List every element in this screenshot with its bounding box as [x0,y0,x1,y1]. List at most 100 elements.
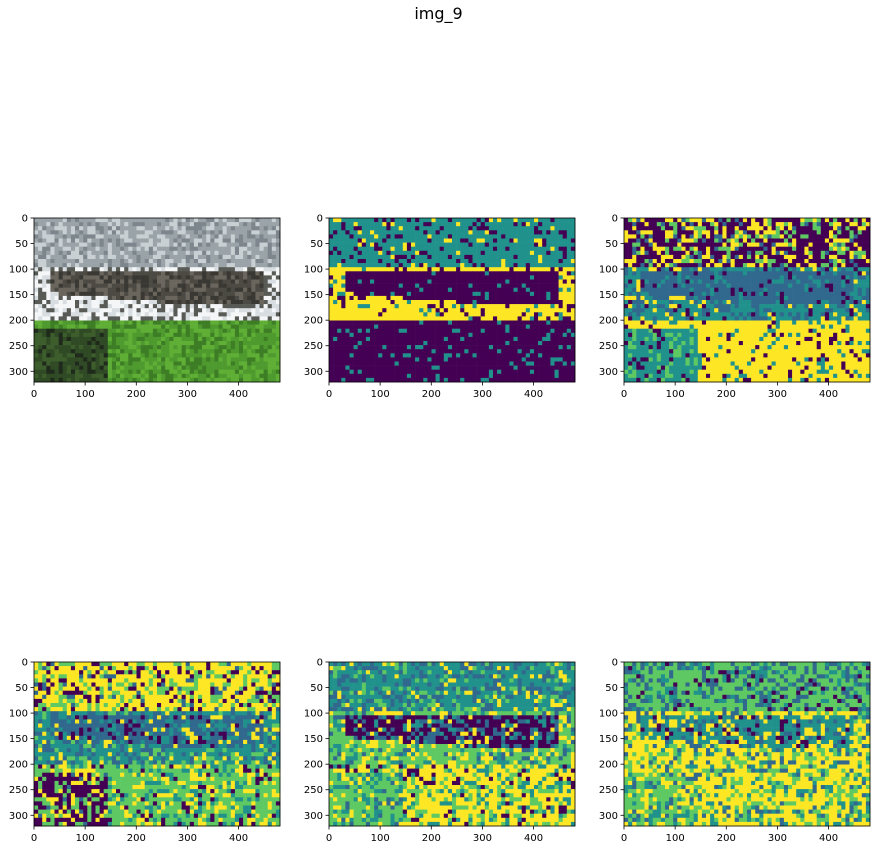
image-cell [70,218,76,223]
image-cell [230,316,236,321]
image-cell [75,332,80,338]
image-cell [165,263,170,268]
image-cell [525,357,531,362]
image-cell [431,353,436,358]
image-cell [488,357,494,362]
image-cell [87,218,92,223]
image-cell [144,361,150,366]
image-cell [472,369,477,375]
image-cell [382,328,387,334]
image-cell [62,361,68,366]
image-cell [169,234,174,239]
image-cell [493,336,498,342]
image-cell [562,234,568,239]
image-cell [554,332,559,338]
image-cell [271,271,277,276]
image-cell [386,254,391,260]
image-cell [267,349,273,354]
image-cell [431,259,436,264]
image-cell [435,369,440,375]
image-cell [173,377,178,383]
image-cell [132,349,137,354]
image-cell [365,336,371,342]
image-cell [75,230,80,235]
image-cell [386,218,391,223]
image-cell [390,222,395,227]
image-cell [566,328,572,334]
image-cell [58,328,63,334]
image-cell [193,328,199,334]
image-cell [349,291,354,297]
image-cell [427,353,432,358]
image-cell [243,328,248,334]
image-cell [189,349,195,354]
image-cell [546,259,551,264]
image-cell [243,353,248,358]
image-cell [472,259,477,264]
image-cell [361,279,367,284]
image-cell [374,287,379,293]
image-cell [529,222,535,227]
image-cell [423,357,428,362]
image-cell [423,263,428,268]
image-cell [439,349,445,354]
image-cell [419,373,424,379]
image-cell [193,320,199,325]
y-tick-label: 150 [304,290,323,301]
image-cell [808,218,813,223]
image-cell [411,218,416,223]
image-cell [58,263,63,268]
image-cell [152,250,158,256]
image-cell [812,218,817,223]
image-cell [259,222,264,227]
image-cell [480,300,486,305]
image-cell [222,283,227,288]
image-cell [411,226,416,231]
image-cell [406,320,412,325]
image-cell [66,263,72,268]
image-cell [124,369,129,375]
image-cell [124,230,129,235]
image-cell [83,304,88,309]
image-cell [157,308,162,313]
image-cell [394,275,399,280]
image-cell [50,316,55,321]
image-cell [185,316,191,321]
image-cell [341,287,346,293]
image-cell [95,365,100,370]
image-cell [411,336,416,342]
image-cell [427,226,432,231]
image-cell [542,316,547,321]
image-cell [476,361,481,366]
image-cell [484,357,490,362]
image-cell [95,332,100,338]
image-cell [38,377,43,383]
image-cell [411,275,416,280]
image-cell [107,365,113,370]
image-cell [349,316,354,321]
y-tick-label: 250 [9,341,28,352]
image-cell [652,218,658,223]
image-cell [230,304,236,309]
image-cell [247,336,252,342]
image-cell [349,332,354,338]
image-cell [218,324,223,329]
image-cell [198,287,203,293]
image-cell [230,246,236,252]
image-cell [271,324,277,329]
image-cell [431,361,436,366]
image-cell [447,254,453,260]
image-cell [546,230,551,235]
image-cell [136,226,141,231]
image-cell [468,222,473,227]
image-cell [91,300,96,305]
image-cell [333,234,338,239]
image-cell [365,287,371,293]
image-cell [685,222,690,227]
image-cell [54,238,59,243]
image-cell [394,238,399,243]
image-cell [251,234,256,239]
image-cell [472,341,477,346]
image-cell [390,238,395,243]
image-cell [423,222,428,227]
